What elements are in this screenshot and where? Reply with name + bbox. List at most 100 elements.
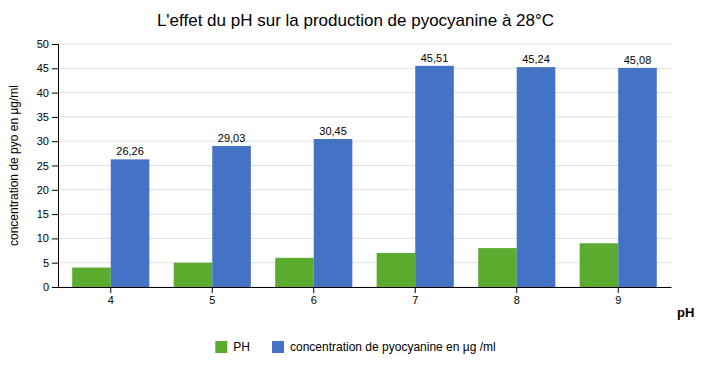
y-tick-mark [52,141,58,142]
bar [618,68,657,287]
x-tick-label: 4 [108,294,114,306]
grid-line [58,189,671,190]
y-tick-label: 30 [37,135,49,147]
grid-line [58,92,671,93]
y-tick-mark [52,190,58,191]
x-tick: 9 [615,287,621,306]
x-tick-label: 6 [311,294,317,306]
legend-item: PH [215,340,250,354]
y-tick-mark [52,214,58,215]
bar [72,268,111,287]
grid-line [58,238,671,239]
y-tick: 40 [37,87,58,99]
y-tick: 35 [37,111,58,123]
data-label: 30,45 [319,125,347,137]
x-tick-mark [415,287,416,293]
legend-swatch [215,341,227,353]
bar [478,248,517,287]
x-tick-mark [516,287,517,293]
x-tick: 5 [209,287,215,306]
y-tick: 0 [43,281,58,293]
grid-line [58,262,671,263]
grid [58,44,671,287]
y-tick-mark [52,44,58,45]
y-tick-mark [52,93,58,94]
bar [212,146,251,287]
bar [174,263,213,287]
y-tick-label: 0 [43,281,49,293]
x-tick: 8 [514,287,520,306]
bar [377,253,416,287]
bar [111,159,150,287]
data-label: 45,08 [624,54,652,66]
x-tick-mark [212,287,213,293]
legend-item: concentration de pyocyanine en µg /ml [272,340,496,354]
x-tick-label: 8 [514,294,520,306]
x-tick-mark [110,287,111,293]
data-label: 29,03 [218,132,246,144]
chart-title: L'effet du pH sur la production de pyocy… [157,11,554,30]
grid-line [58,214,671,215]
y-tick-mark [52,287,58,288]
y-tick-label: 10 [37,232,49,244]
y-tick-label: 40 [37,87,49,99]
grid-line [58,116,671,117]
data-label: 26,26 [116,145,144,157]
chart-svg: 26,26 29,03 30,45 45,51 45,24 45,08 0 5 10 15 20 25… [0,0,711,369]
y-tick-label: 35 [37,111,49,123]
plot-area: 26,26 29,03 30,45 45,51 45,24 45,08 0 5 10 15 20 25… [7,38,694,320]
y-tick-label: 25 [37,160,49,172]
y-tick-mark [52,263,58,264]
y-tick: 20 [37,184,58,196]
x-tick-mark [313,287,314,293]
x-tick: 7 [412,287,418,306]
y-tick: 25 [37,160,58,172]
bar [517,67,556,287]
grid-line [58,141,671,142]
y-tick-label: 45 [37,62,49,74]
y-tick-label: 5 [43,257,49,269]
data-label: 45,24 [522,53,550,65]
y-tick-mark [52,238,58,239]
grid-line [58,68,671,69]
y-tick-label: 15 [37,208,49,220]
x-axis: 4 5 6 7 8 9 [59,287,672,306]
x-tick: 6 [311,287,317,306]
y-tick: 15 [37,208,58,220]
y-tick: 45 [37,62,58,74]
y-tick-mark [52,68,58,69]
legend-label: PH [233,340,250,354]
y-tick: 30 [37,135,58,147]
x-tick-label: 7 [412,294,418,306]
legend-label: concentration de pyocyanine en µg /ml [290,340,496,354]
data-labels: 26,26 29,03 30,45 45,51 45,24 45,08 [116,52,651,158]
x-axis-title: pH [677,305,694,320]
bar [314,139,353,287]
x-tick-label: 9 [615,294,621,306]
y-tick-mark [52,166,58,167]
data-label: 45,51 [421,52,449,64]
grid-line [58,287,671,288]
x-tick: 4 [108,287,114,306]
y-tick-label: 50 [37,38,49,50]
y-axis-line [52,45,59,288]
bar [415,66,454,287]
y-axis: 0 5 10 15 20 25 30 35 40 45 50 [37,38,59,293]
bars [72,66,657,287]
grid-line [58,165,671,166]
x-tick-mark [618,287,619,293]
y-tick-mark [52,117,58,118]
bar [580,243,619,287]
x-axis-line [59,287,672,288]
x-tick-label: 5 [209,294,215,306]
grid-line [58,44,671,45]
y-axis-title: concentration de pyo en µg/ml [7,85,21,246]
y-tick: 50 [37,38,58,50]
y-tick: 10 [37,232,58,244]
legend-swatch [272,341,284,353]
bar-series [111,66,657,287]
y-tick: 5 [43,257,58,269]
bar [275,258,314,287]
y-tick-label: 20 [37,184,49,196]
legend: PH concentration de pyocyanine en µg /ml [215,340,495,354]
